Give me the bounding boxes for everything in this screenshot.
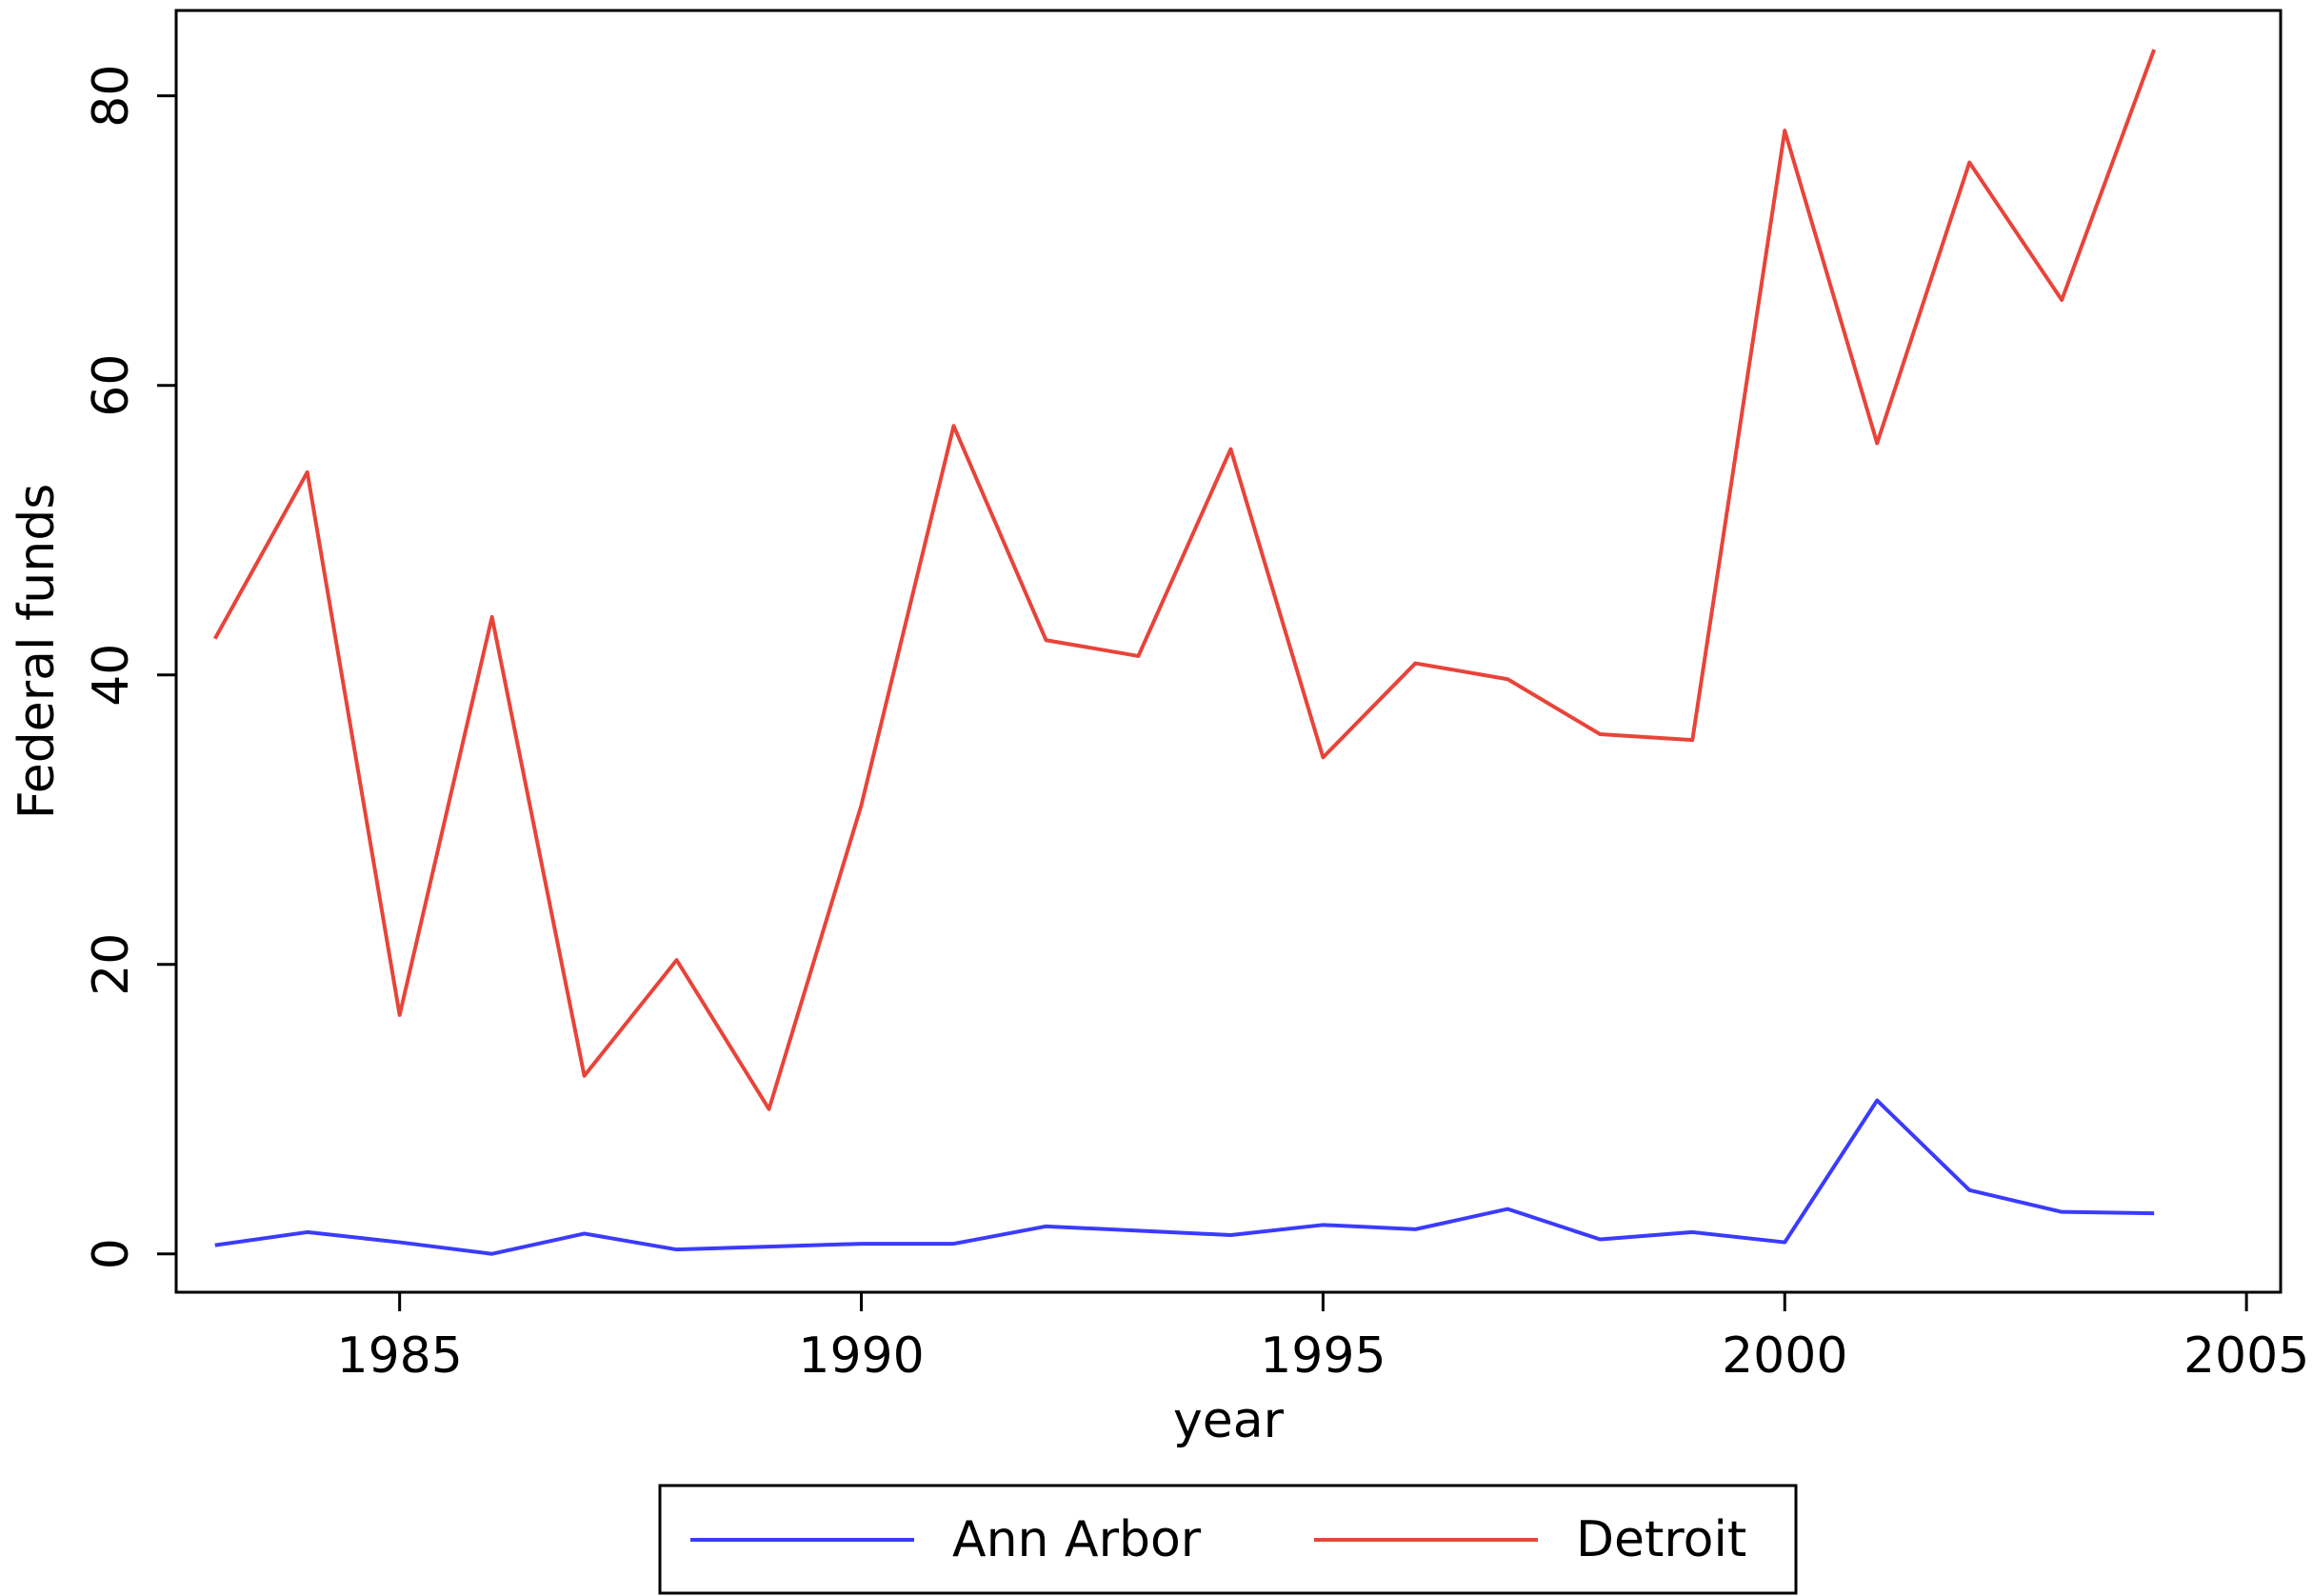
y-tick-label: 60 bbox=[83, 354, 140, 417]
x-tick-label: 1990 bbox=[798, 1327, 924, 1385]
plot-frame bbox=[174, 9, 2283, 1294]
y-tick-label: 0 bbox=[83, 1238, 140, 1269]
y-tick-label: 20 bbox=[83, 933, 140, 996]
legend-label: Ann Arbor bbox=[952, 1511, 1202, 1568]
line-series bbox=[212, 49, 2157, 1111]
y-tick-label: 40 bbox=[83, 644, 140, 707]
line-series bbox=[214, 1098, 2155, 1256]
x-axis-label: year bbox=[1173, 1392, 1285, 1449]
x-tick-label: 2005 bbox=[2183, 1327, 2309, 1385]
x-tick-label: 2000 bbox=[1722, 1327, 1847, 1385]
legend bbox=[658, 1484, 1798, 1595]
x-tick-label: 1985 bbox=[337, 1327, 463, 1385]
x-tick-label: 1995 bbox=[1260, 1327, 1386, 1385]
y-tick-label: 80 bbox=[83, 65, 140, 128]
y-axis-label: Federal funds bbox=[9, 484, 66, 820]
legend-label: Detroit bbox=[1576, 1511, 1746, 1568]
